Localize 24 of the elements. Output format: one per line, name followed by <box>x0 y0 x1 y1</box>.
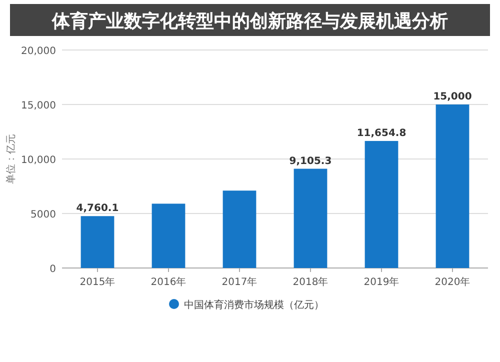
y-tick-label: 0 <box>50 264 56 275</box>
bar <box>222 190 256 268</box>
x-tick-label: 2019年 <box>364 276 400 288</box>
y-tick-label: 10,000 <box>21 155 56 166</box>
y-tick-label: 15,000 <box>21 100 56 112</box>
x-tick-label: 2018年 <box>292 276 328 288</box>
chart-title: 体育产业数字化转型中的创新路径与发展机遇分析 <box>51 10 448 32</box>
x-tick-label: 2015年 <box>80 276 116 288</box>
bar <box>436 104 470 268</box>
bar <box>80 216 114 268</box>
y-tick-label: 20,000 <box>21 46 56 57</box>
data-label: 11,654.8 <box>356 128 406 139</box>
data-label: 9,105.3 <box>289 156 332 167</box>
x-tick-label: 2020年 <box>434 276 470 288</box>
y-axis-title: 单位：亿元 <box>5 134 17 184</box>
x-tick-label: 2017年 <box>222 276 258 288</box>
data-label: 4,760.1 <box>76 203 119 214</box>
legend-label: 中国体育消费市场规模（亿元） <box>184 299 324 311</box>
bar <box>294 168 328 268</box>
bar <box>364 140 398 268</box>
x-tick-label: 2016年 <box>150 276 186 288</box>
data-label: 15,000 <box>433 92 472 102</box>
y-tick-label: 5000 <box>30 210 56 220</box>
bar <box>152 204 186 268</box>
